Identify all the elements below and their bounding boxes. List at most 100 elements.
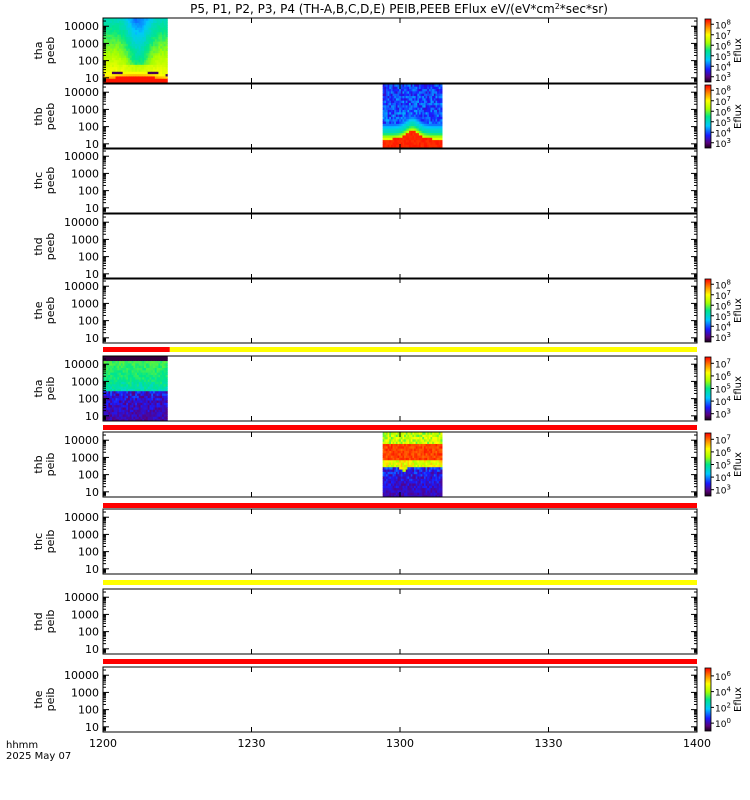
spectrogram-cell [154,31,158,35]
spectrogram-cell [420,480,423,484]
spectrogram-cell [385,459,389,463]
spectrogram-cell [390,123,393,127]
spectrogram-cell [128,414,131,417]
spectrogram-cell [115,24,118,28]
spectrogram-cell [165,55,168,58]
spectrogram-cell [425,452,428,456]
spectrogram-cell [385,88,389,92]
spectrogram-cell [149,360,152,364]
spectrogram-cell [147,55,150,58]
spectrogram-cell [104,57,107,61]
spectrogram-cell [120,80,124,84]
spectrogram-cell [432,123,435,127]
spectrogram-cell [119,388,122,392]
spectrogram-cell [394,84,397,87]
spectrogram-cell [126,64,129,68]
spectrogram-cell [405,104,408,108]
spectrogram-cell [108,73,111,77]
spectrogram-cell [430,476,433,479]
spectrogram-cell [151,66,154,70]
spectrogram-cell [384,132,387,136]
spectrogram-cell [133,48,136,51]
spectrogram-cell [124,365,127,369]
spectrogram-cell [124,390,127,394]
spectrogram-cell [428,137,431,141]
spectrogram-cell [440,432,443,435]
spectrogram-cell [151,418,154,422]
spectrogram-cell [120,41,124,44]
spectrogram-cell [142,76,145,79]
spectrogram-cell [149,356,152,359]
spectrogram-cell [145,45,149,49]
spectrogram-cell [402,448,405,451]
spectrogram-cell [115,69,118,72]
spectrogram-cell [120,59,124,63]
spectrogram-cell [437,137,440,141]
spectrogram-cell [420,118,423,122]
spectrogram-cell [140,57,143,61]
panel-frame-thd-peeb [102,213,698,280]
spectrogram-cell [390,464,393,468]
spectrogram-cell [153,358,156,362]
spectrogram-cell [160,358,163,362]
spectrogram-cell [412,459,415,463]
spectrogram-cell [144,59,147,63]
spectrogram-cell [410,111,413,115]
spectrogram-cell [420,135,423,138]
spectrogram-cell [161,50,165,54]
spectrogram-cell [397,111,400,115]
spectrogram-cell [410,132,413,136]
spectrogram-cell [387,86,390,90]
spectrogram-cell [412,111,415,115]
spectrogram-cell [435,476,438,479]
spectrogram-cell [385,139,389,143]
spectrogram-cell [417,448,420,451]
spectrogram-cell [427,107,430,110]
spectrogram-cell [128,407,131,410]
spectrogram-cell [395,464,398,468]
spectrogram-cell [385,471,389,475]
spectrogram-cell [422,90,425,94]
spectrogram-cell [437,125,440,129]
spectrogram-cell [140,379,143,382]
spectrogram-cell [110,57,113,61]
spectrogram-cell [404,139,407,143]
spectrogram-cell [160,395,163,399]
spectrogram-cell [405,480,408,484]
spectrogram-cell [106,27,109,31]
spectrogram-cell [402,471,405,475]
spectrogram-cell [160,409,163,413]
spectrogram-cell [110,388,113,392]
spectrogram-cell [104,18,107,21]
spectrogram-cell [385,443,389,447]
spectrogram-cell [117,29,120,33]
spectrogram-cell [113,414,116,417]
spectrogram-cell [415,434,418,438]
spectrogram-cell [389,494,392,498]
spectrogram-cell [430,144,433,148]
spectrogram-cell [417,88,420,92]
spectrogram-cell [145,80,149,84]
spectrogram-cell [163,383,166,387]
spectrogram-cell [154,381,158,385]
spectrogram-cell [385,452,389,456]
spectrogram-cell [111,358,115,362]
spectrogram-cell [417,450,420,454]
spectrogram-cell [397,471,400,475]
y-axis-label: peib [44,377,57,401]
y-tick-label: 1000 [71,528,99,541]
spectrogram-cell [387,88,390,92]
spectrogram-cell [160,38,163,42]
y-tick-label: 100 [78,469,99,482]
spectrogram-cell [400,142,403,145]
spectrogram-cell [163,64,166,68]
spectrogram-cell [415,123,418,127]
spectrogram-cell [435,125,438,129]
spectrogram-cell [433,436,436,440]
spectrogram-cell [113,365,116,369]
spectrogram-cell [104,390,107,394]
spectrogram-cell [430,139,433,143]
spectrogram-cell [382,455,385,458]
spectrogram-cell [387,464,390,468]
spectrogram-cell [438,478,441,482]
